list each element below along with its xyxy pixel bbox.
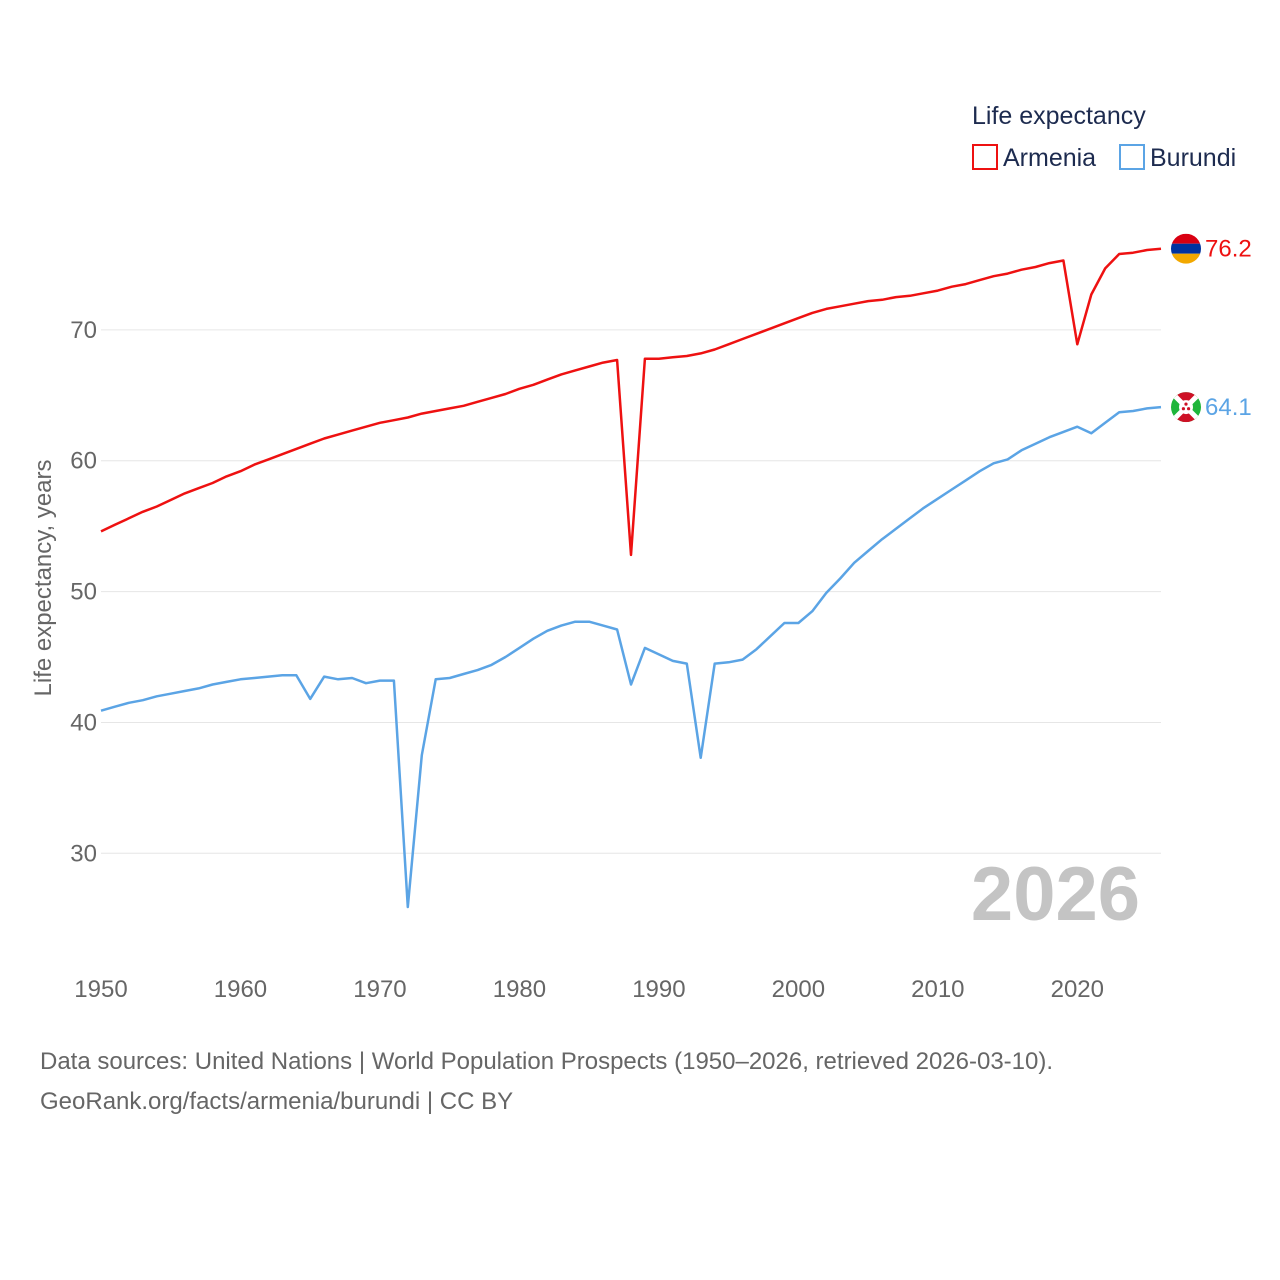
armenia-flag-icon <box>1171 233 1201 264</box>
y-tick-label-60: 60 <box>70 448 97 475</box>
source-note: Data sources: United Nations | World Pop… <box>40 1042 1053 1122</box>
y-tick-label-30: 30 <box>70 840 97 867</box>
end-value-burundi: 64.1 <box>1205 394 1252 421</box>
life-expectancy-chart: 30 40 50 60 70 1950 1960 1970 1980 1990 2000 2010 2… <box>30 102 1252 1003</box>
series-line-burundi[interactable] <box>100 405 1162 909</box>
y-axis-ticks: 30 40 50 60 70 <box>70 317 97 867</box>
y-tick-label-70: 70 <box>70 317 97 344</box>
legend-swatch-armenia <box>972 144 998 170</box>
y-tick-label-50: 50 <box>70 579 97 606</box>
year-watermark: 2026 <box>971 852 1140 937</box>
legend-label-burundi: Burundi <box>1150 144 1236 172</box>
x-tick-label-1980: 1980 <box>493 976 546 1003</box>
gridlines <box>101 329 1161 854</box>
x-tick-label-1960: 1960 <box>214 976 267 1003</box>
burundi-flag-icon <box>1171 392 1201 423</box>
end-value-armenia: 76.2 <box>1205 236 1252 263</box>
x-tick-label-2020: 2020 <box>1051 976 1104 1003</box>
x-tick-label-1950: 1950 <box>74 976 127 1003</box>
x-axis-ticks: 1950 1960 1970 1980 1990 2000 2010 2020 <box>74 976 1104 1003</box>
legend-swatch-burundi <box>1119 144 1145 170</box>
legend-item-burundi[interactable]: Burundi <box>1119 144 1236 172</box>
series-line-armenia[interactable] <box>100 247 1162 557</box>
x-tick-label-1990: 1990 <box>632 976 685 1003</box>
legend-title: Life expectancy <box>972 102 1146 130</box>
legend: Life expectancy Armenia Burundi <box>972 102 1236 172</box>
source-line-2[interactable]: GeoRank.org/facts/armenia/burundi | CC B… <box>40 1088 514 1115</box>
y-axis-title: Life expectancy, years <box>30 459 57 696</box>
legend-label-armenia: Armenia <box>1003 144 1096 172</box>
series-lines <box>100 247 1162 909</box>
legend-item-armenia[interactable]: Armenia <box>972 144 1096 172</box>
x-tick-label-2000: 2000 <box>772 976 825 1003</box>
x-tick-label-1970: 1970 <box>353 976 406 1003</box>
x-tick-label-2010: 2010 <box>911 976 964 1003</box>
source-line-1: Data sources: United Nations | World Pop… <box>40 1048 1054 1075</box>
y-tick-label-40: 40 <box>70 709 97 736</box>
